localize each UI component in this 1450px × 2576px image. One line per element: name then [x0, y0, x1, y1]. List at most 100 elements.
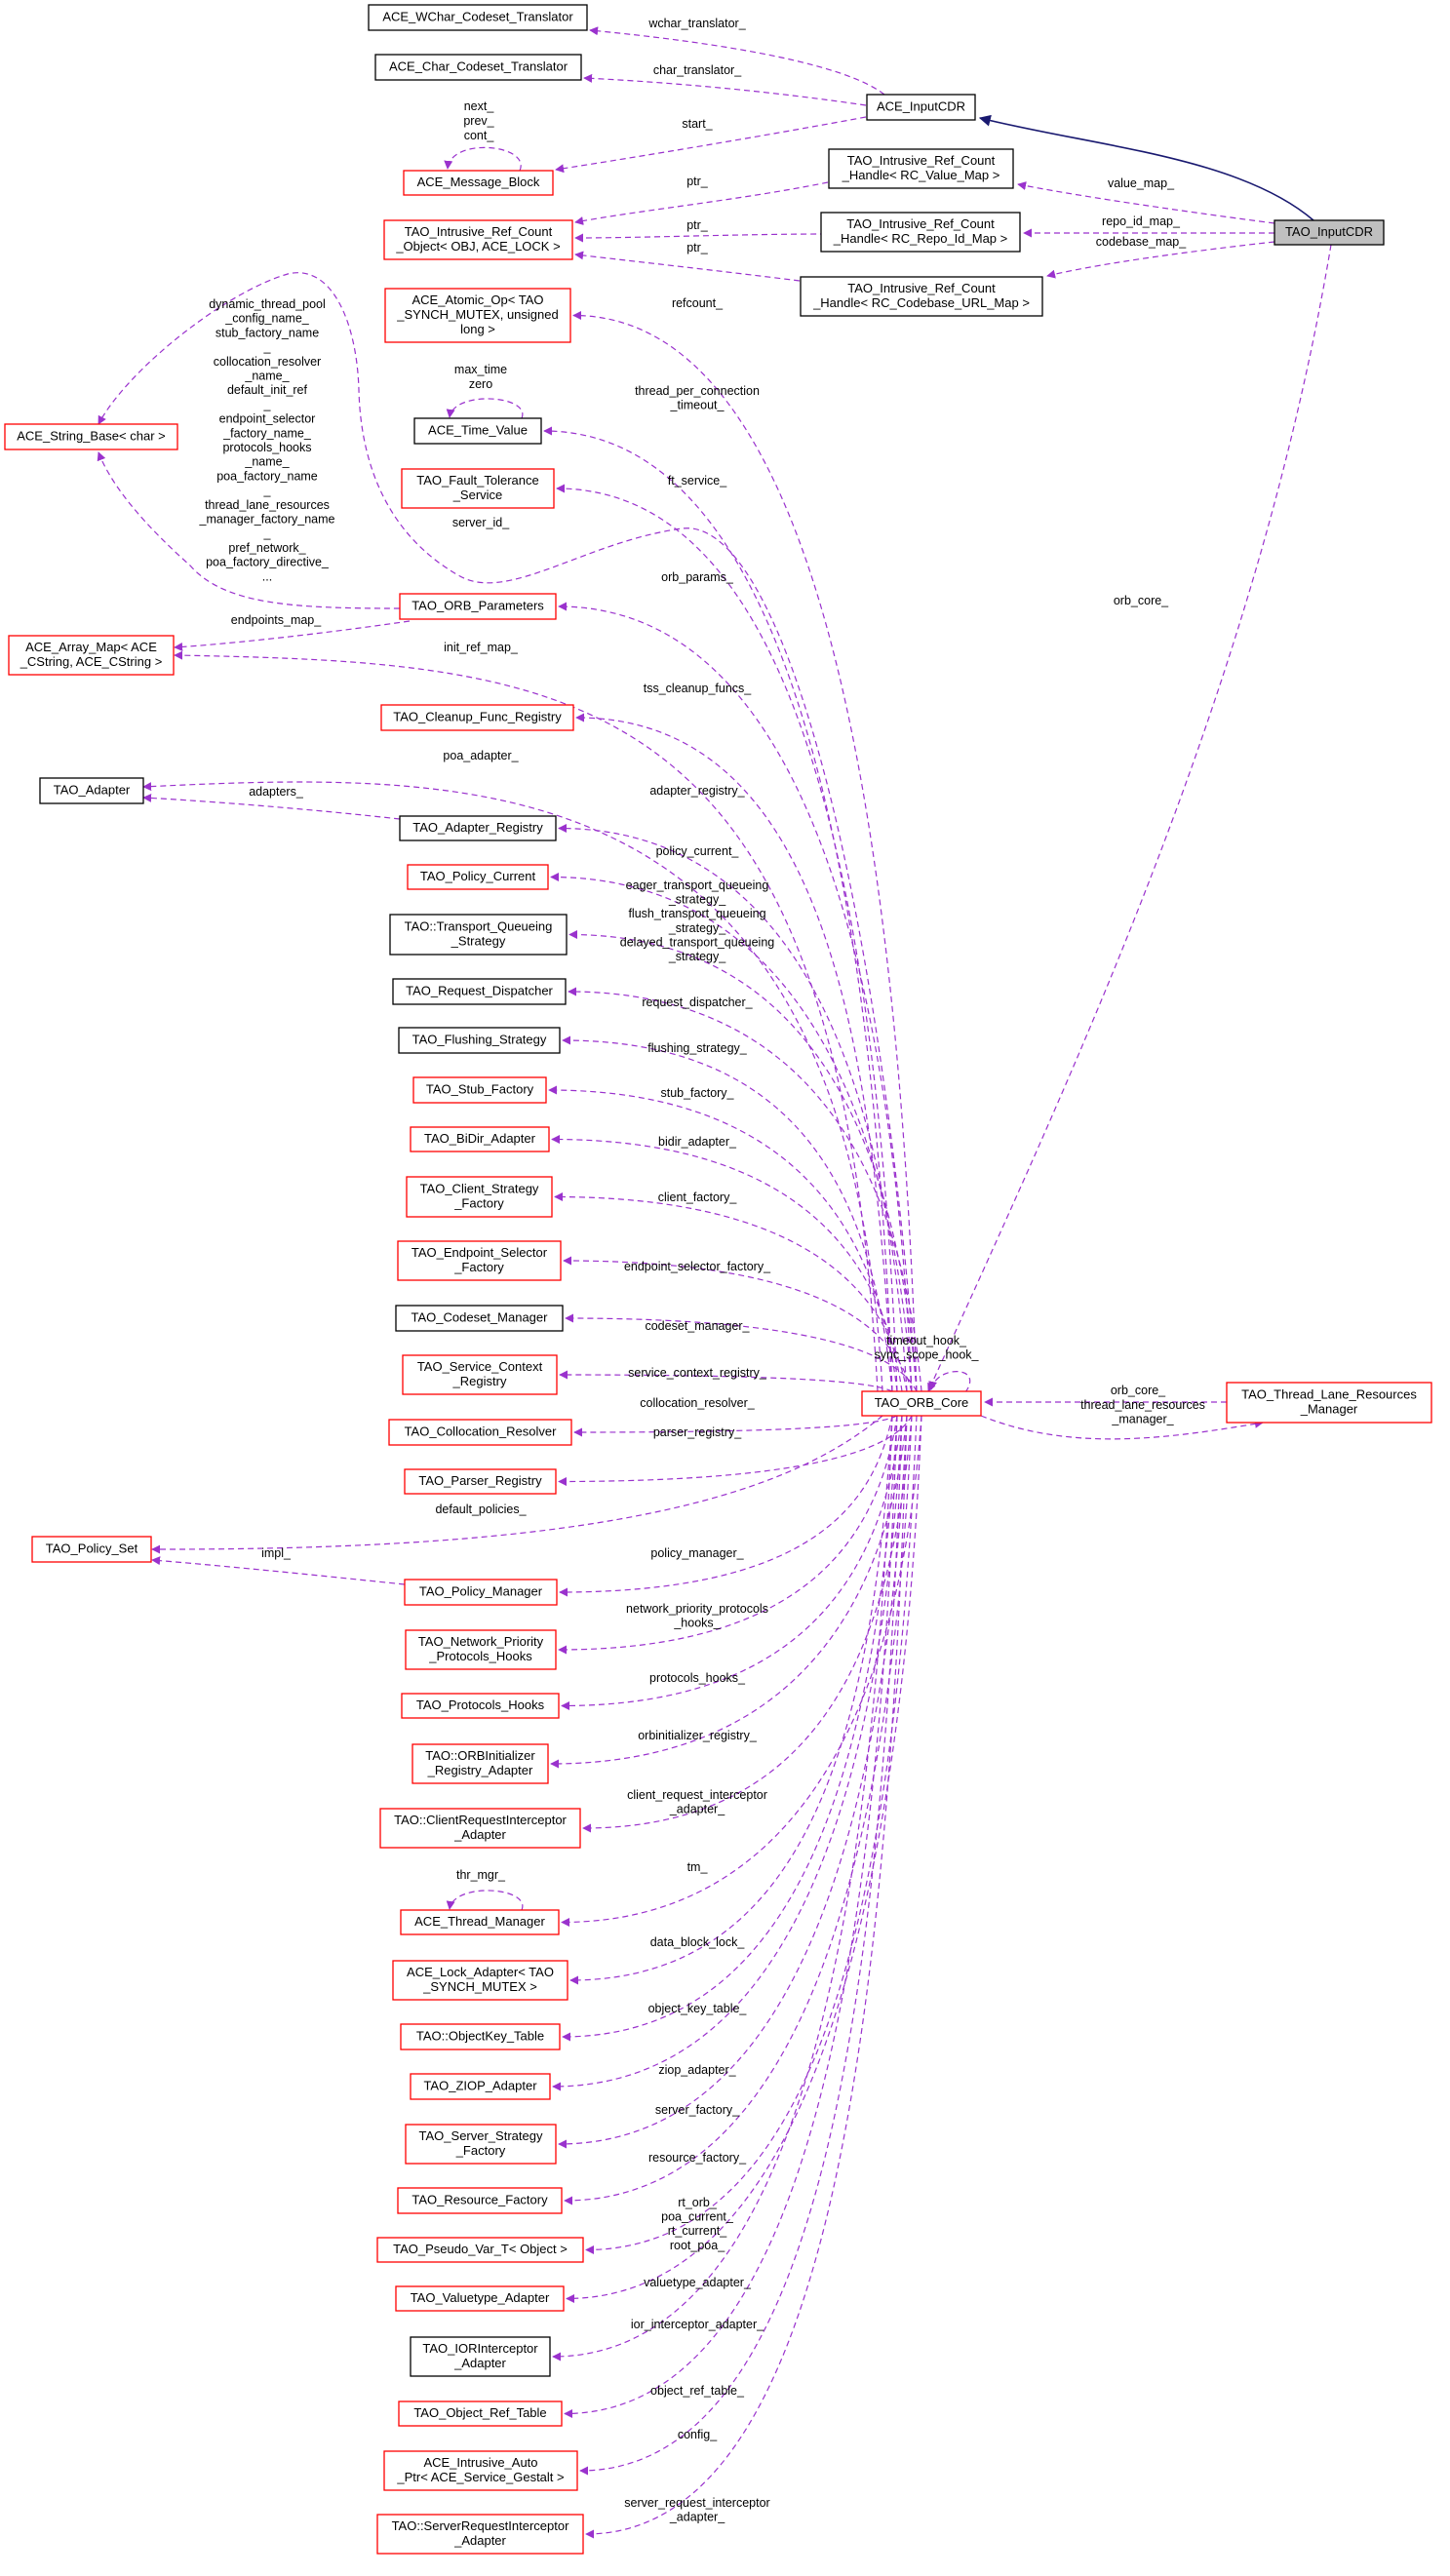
class-node-box[interactable] [376, 2237, 584, 2263]
class-node[interactable]: TAO_Network_Priority_Protocols_Hooks [405, 1629, 557, 1670]
class-node-box[interactable] [404, 1579, 558, 1606]
class-node-box[interactable] [400, 2023, 561, 2050]
class-node-box[interactable] [376, 2514, 584, 2555]
class-node-box[interactable] [399, 593, 557, 620]
class-node[interactable]: TAO_Fault_Tolerance_Service [401, 468, 555, 509]
class-node-box[interactable] [1226, 1382, 1432, 1424]
class-node-box[interactable] [402, 1354, 558, 1395]
class-node[interactable]: TAO::ORBInitializer_Registry_Adapter [411, 1743, 549, 1784]
class-node[interactable]: TAO_Parser_Registry [404, 1468, 557, 1495]
class-node-box[interactable] [800, 276, 1043, 317]
class-node-box[interactable] [861, 1390, 982, 1417]
class-node[interactable]: ACE_Intrusive_Auto_Ptr< ACE_Service_Gest… [383, 2450, 578, 2491]
class-node[interactable]: ACE_InputCDR [866, 94, 976, 121]
class-node[interactable]: TAO_BiDir_Adapter [410, 1126, 550, 1152]
class-node[interactable]: TAO_Policy_Current [407, 864, 549, 890]
class-node-box[interactable] [412, 1076, 547, 1104]
class-node[interactable]: TAO_Adapter [39, 777, 144, 804]
class-node[interactable]: ACE_Char_Codeset_Translator [374, 54, 582, 81]
class-node[interactable]: TAO_Intrusive_Ref_Count_Object< OBJ, ACE… [383, 219, 573, 260]
class-node-box[interactable] [39, 777, 144, 804]
class-node-box[interactable] [397, 1240, 562, 1281]
class-node-box[interactable] [405, 2124, 557, 2165]
class-node[interactable]: ACE_Thread_Manager [400, 1909, 560, 1935]
class-node[interactable]: TAO_InputCDR [1274, 219, 1385, 246]
class-node[interactable]: TAO_ORB_Parameters [399, 593, 557, 620]
class-node-box[interactable] [407, 864, 549, 890]
class-node-box[interactable] [4, 423, 178, 450]
class-node-box[interactable] [392, 978, 567, 1005]
class-node[interactable]: TAO::ServerRequestInterceptor_Adapter [376, 2514, 584, 2555]
class-node-box[interactable] [388, 1419, 572, 1446]
class-node[interactable]: ACE_Atomic_Op< TAO_SYNCH_MUTEX, unsigned… [384, 288, 571, 343]
class-node-box[interactable] [828, 148, 1014, 189]
class-node-box[interactable] [401, 468, 555, 509]
class-node[interactable]: TAO_Valuetype_Adapter [395, 2285, 565, 2312]
class-node-box[interactable] [374, 54, 582, 81]
class-node-box[interactable] [399, 815, 557, 841]
class-node[interactable]: ACE_Message_Block [403, 170, 554, 196]
class-node[interactable]: TAO_Stub_Factory [412, 1076, 547, 1104]
class-node[interactable]: TAO_ZIOP_Adapter [410, 2073, 551, 2100]
class-node-box[interactable] [406, 1176, 553, 1218]
class-node-box[interactable] [405, 1629, 557, 1670]
class-node[interactable]: TAO::ObjectKey_Table [400, 2023, 561, 2050]
class-node-box[interactable] [410, 2073, 551, 2100]
class-node[interactable]: TAO_Request_Dispatcher [392, 978, 567, 1005]
class-node[interactable]: TAO_Flushing_Strategy [398, 1027, 561, 1054]
class-node[interactable]: TAO_Resource_Factory [397, 2187, 563, 2214]
class-node-box[interactable] [413, 417, 542, 445]
class-node[interactable]: ACE_Array_Map< ACE_CString, ACE_CString … [8, 635, 175, 676]
class-node-box[interactable] [398, 2400, 563, 2427]
class-node-box[interactable] [31, 1536, 152, 1563]
class-node-box[interactable] [411, 1743, 549, 1784]
class-node-box[interactable] [383, 2450, 578, 2491]
class-node[interactable]: TAO_Intrusive_Ref_Count_Handle< RC_Value… [828, 148, 1014, 189]
class-node[interactable]: TAO_Object_Ref_Table [398, 2400, 563, 2427]
class-node-box[interactable] [8, 635, 175, 676]
class-node[interactable]: TAO_ORB_Core [861, 1390, 982, 1417]
class-node-box[interactable] [410, 1126, 550, 1152]
class-node[interactable]: TAO::ClientRequestInterceptor_Adapter [379, 1808, 581, 1849]
class-node-box[interactable] [380, 704, 574, 731]
class-node-box[interactable] [383, 219, 573, 260]
class-node-box[interactable] [368, 4, 588, 31]
class-node[interactable]: TAO_Collocation_Resolver [388, 1419, 572, 1446]
class-node[interactable]: TAO_Pseudo_Var_T< Object > [376, 2237, 584, 2263]
class-node[interactable]: TAO_Thread_Lane_Resources_Manager [1226, 1382, 1432, 1424]
class-node-box[interactable] [404, 1468, 557, 1495]
class-node[interactable]: ACE_Lock_Adapter< TAO_SYNCH_MUTEX > [392, 1960, 568, 2001]
class-node-box[interactable] [384, 288, 571, 343]
class-node[interactable]: TAO_IORInterceptor_Adapter [410, 2336, 551, 2377]
class-node[interactable]: TAO_Adapter_Registry [399, 815, 557, 841]
class-node[interactable]: TAO_Intrusive_Ref_Count_Handle< RC_Codeb… [800, 276, 1043, 317]
class-node[interactable]: TAO_Codeset_Manager [395, 1305, 564, 1332]
class-node[interactable]: TAO_Client_Strategy_Factory [406, 1176, 553, 1218]
class-node-box[interactable] [866, 94, 976, 121]
class-node-box[interactable] [403, 170, 554, 196]
class-node[interactable]: ACE_WChar_Codeset_Translator [368, 4, 588, 31]
class-node-box[interactable] [410, 2336, 551, 2377]
class-node[interactable]: TAO_Endpoint_Selector_Factory [397, 1240, 562, 1281]
class-node-box[interactable] [820, 212, 1021, 253]
class-node[interactable]: TAO_Policy_Set [31, 1536, 152, 1563]
class-node-box[interactable] [397, 2187, 563, 2214]
class-node[interactable]: TAO_Intrusive_Ref_Count_Handle< RC_Repo_… [820, 212, 1021, 253]
class-node[interactable]: ACE_String_Base< char > [4, 423, 178, 450]
class-node[interactable]: ACE_Time_Value [413, 417, 542, 445]
class-node-box[interactable] [398, 1027, 561, 1054]
class-node[interactable]: TAO_Cleanup_Func_Registry [380, 704, 574, 731]
class-node-box[interactable] [395, 2285, 565, 2312]
class-node-box[interactable] [401, 1693, 560, 1719]
class-node-box[interactable] [400, 1909, 560, 1935]
class-node[interactable]: TAO::Transport_Queueing_Strategy [389, 914, 568, 956]
class-node[interactable]: TAO_Protocols_Hooks [401, 1693, 560, 1719]
class-node-box[interactable] [379, 1808, 581, 1849]
class-node-box[interactable] [392, 1960, 568, 2001]
class-node-box[interactable] [1274, 219, 1385, 246]
class-node-box[interactable] [389, 914, 568, 956]
class-node[interactable]: TAO_Policy_Manager [404, 1579, 558, 1606]
class-node[interactable]: TAO_Service_Context_Registry [402, 1354, 558, 1395]
class-node[interactable]: TAO_Server_Strategy_Factory [405, 2124, 557, 2165]
class-node-box[interactable] [395, 1305, 564, 1332]
